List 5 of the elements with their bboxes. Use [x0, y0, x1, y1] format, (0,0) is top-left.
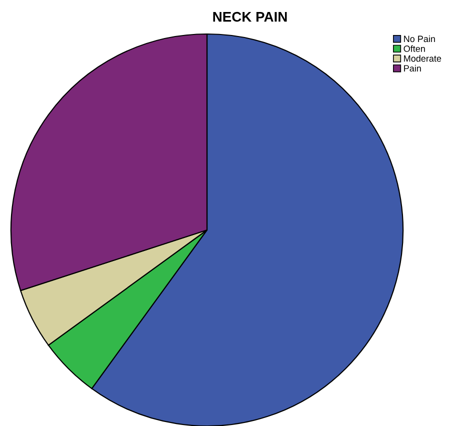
legend-label: Often: [404, 45, 425, 52]
chart-title: NECK PAIN: [213, 12, 287, 22]
legend-label: Moderate: [404, 55, 442, 62]
legend-label: No Pain: [404, 35, 435, 42]
legend-label: Pain: [404, 64, 421, 72]
